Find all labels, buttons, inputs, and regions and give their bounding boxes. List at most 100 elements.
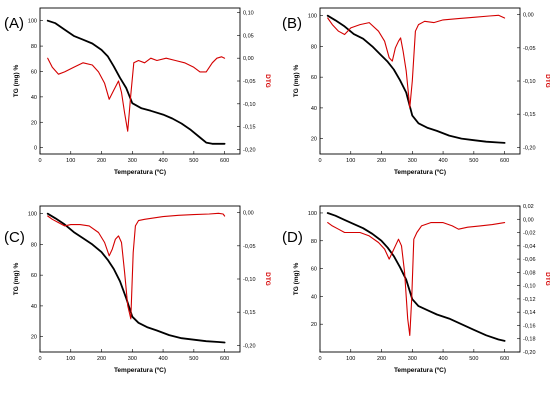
y2-tick-label: -0,05 [523,46,536,52]
dtg-series-line [327,222,506,336]
x-tick-label: 200 [97,356,106,362]
y2-tick-label: -0,16 [523,323,536,329]
y2-tick-label: -0,06 [523,257,536,263]
x-tick-label: 600 [220,158,229,164]
chart-panel-4: (D) 0 100 200 300 400 500 600 20 40 60 80 100 -0,20 -0… [282,204,550,374]
y-axis-label: TG (mg) % [293,65,300,98]
x-tick-label: 0 [318,158,321,164]
x-tick-label: 600 [500,158,509,164]
chart-panel-3: (C) 0 100 200 300 400 500 600 20 40 60 80 100 -0,20 -0… [4,205,271,374]
x-axis-label: Temperatura (ºC) [394,367,446,374]
y-tick-label: 60 [311,75,317,81]
x-tick-label: 500 [189,356,198,362]
tg-series-line [326,14,506,144]
x-axis-label: Temperatura (ºC) [114,169,166,176]
y2-axis-label: DTG [544,74,550,88]
y-tick-label: 0 [34,146,37,152]
panel-label: (C) [4,229,25,246]
y-tick-label: 40 [31,95,37,101]
y2-axis-label: DTG [264,272,271,286]
y-tick-label: 20 [311,137,317,143]
y-axis-label: TG (mg) % [13,263,20,296]
x-tick-label: 500 [469,356,478,362]
y2-tick-label: 0,00 [243,211,254,217]
tg-series-line [46,19,226,145]
y-axis-label: TG (mg) % [293,263,300,296]
y-tick-label: 100 [28,212,37,218]
x-tick-label: 200 [377,356,386,362]
y2-tick-label: -0,10 [523,79,536,85]
y2-axis-label: DTG [264,74,271,88]
x-tick-label: 0 [38,158,41,164]
y2-tick-label: -0,15 [243,310,256,316]
y-tick-label: 100 [308,14,317,20]
y2-tick-label: -0,10 [243,277,256,283]
y2-tick-label: -0,15 [523,112,536,118]
x-tick-label: 100 [66,356,75,362]
y-tick-label: 60 [311,267,317,273]
y2-tick-label: -0,02 [523,231,536,237]
x-tick-label: 400 [158,356,167,362]
x-tick-label: 200 [377,158,386,164]
y2-tick-label: -0,10 [523,284,536,290]
y-tick-label: 60 [31,69,37,75]
y-tick-label: 80 [311,239,317,245]
dtg-series-line [47,56,226,132]
x-tick-label: 400 [438,158,447,164]
dtg-series-line [327,14,506,109]
x-tick-label: 300 [128,158,137,164]
y2-tick-label: 0,10 [243,11,254,17]
y2-tick-label: -0,20 [523,145,536,151]
y2-tick-label: -0,12 [523,297,536,303]
x-tick-label: 400 [158,158,167,164]
y-tick-label: 100 [28,19,37,25]
y-tick-label: 100 [308,211,317,217]
x-tick-label: 100 [346,356,355,362]
y2-tick-label: -0,10 [243,102,256,108]
chart-panel-1: (A) 0 100 200 300 400 500 600 0 20 40 60 80 100 -0,20 -… [4,7,271,176]
y2-tick-label: 0,00 [523,217,534,223]
y2-tick-label: -0,04 [523,244,536,250]
x-tick-label: 0 [318,356,321,362]
dtg-series-line [47,212,226,320]
tg-series-line [46,212,226,344]
y2-tick-label: -0,14 [523,310,536,316]
y2-tick-label: -0,15 [243,125,256,131]
y-tick-label: 20 [31,120,37,126]
y-tick-label: 80 [31,242,37,248]
chart-panel-2: (B) 0 100 200 300 400 500 600 20 40 60 80 100 -0,20 -0… [282,7,550,176]
y2-tick-label: -0,20 [523,350,536,356]
x-tick-label: 300 [408,158,417,164]
y-tick-label: 80 [311,44,317,50]
x-tick-label: 200 [97,158,106,164]
x-tick-label: 600 [220,356,229,362]
plot-frame [319,205,521,353]
y-tick-label: 20 [311,322,317,328]
plot-frame [39,7,241,155]
y2-tick-label: -0,20 [243,147,256,153]
y2-tick-label: -0,20 [243,343,256,349]
x-tick-label: 100 [346,158,355,164]
x-tick-label: 400 [438,356,447,362]
y2-tick-label: 0,02 [523,204,534,210]
panel-label: (B) [282,15,302,32]
x-axis-label: Temperatura (ºC) [394,169,446,176]
y-tick-label: 80 [31,44,37,50]
x-axis-label: Temperatura (ºC) [114,367,166,374]
tg-series-line [326,212,506,342]
x-tick-label: 100 [66,158,75,164]
y-tick-label: 40 [311,106,317,112]
x-tick-label: 0 [38,356,41,362]
y2-tick-label: -0,18 [523,337,536,343]
y2-tick-label: -0,05 [243,244,256,250]
y2-tick-label: 0,00 [523,13,534,19]
x-tick-label: 500 [189,158,198,164]
y2-tick-label: -0,08 [523,270,536,276]
x-tick-label: 500 [469,158,478,164]
x-tick-label: 300 [128,356,137,362]
y-axis-label: TG (mg) % [13,65,20,98]
y-tick-label: 60 [31,273,37,279]
x-tick-label: 600 [500,356,509,362]
y-tick-label: 20 [31,335,37,341]
